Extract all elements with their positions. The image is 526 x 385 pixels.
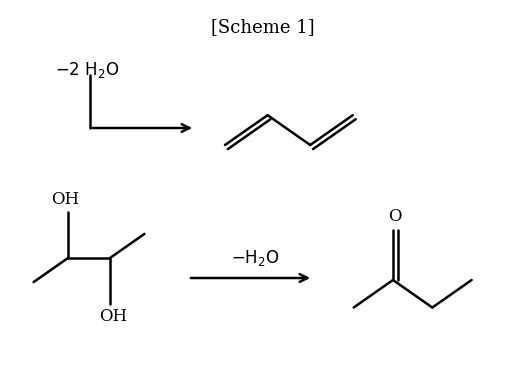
Text: $-2\ \mathrm{H_2O}$: $-2\ \mathrm{H_2O}$ — [55, 60, 119, 80]
Text: $-\mathrm{H_2O}$: $-\mathrm{H_2O}$ — [231, 248, 279, 268]
Text: O: O — [388, 208, 402, 224]
Text: [Scheme 1]: [Scheme 1] — [211, 18, 315, 36]
Text: OH: OH — [99, 308, 127, 325]
Text: OH: OH — [51, 191, 79, 208]
